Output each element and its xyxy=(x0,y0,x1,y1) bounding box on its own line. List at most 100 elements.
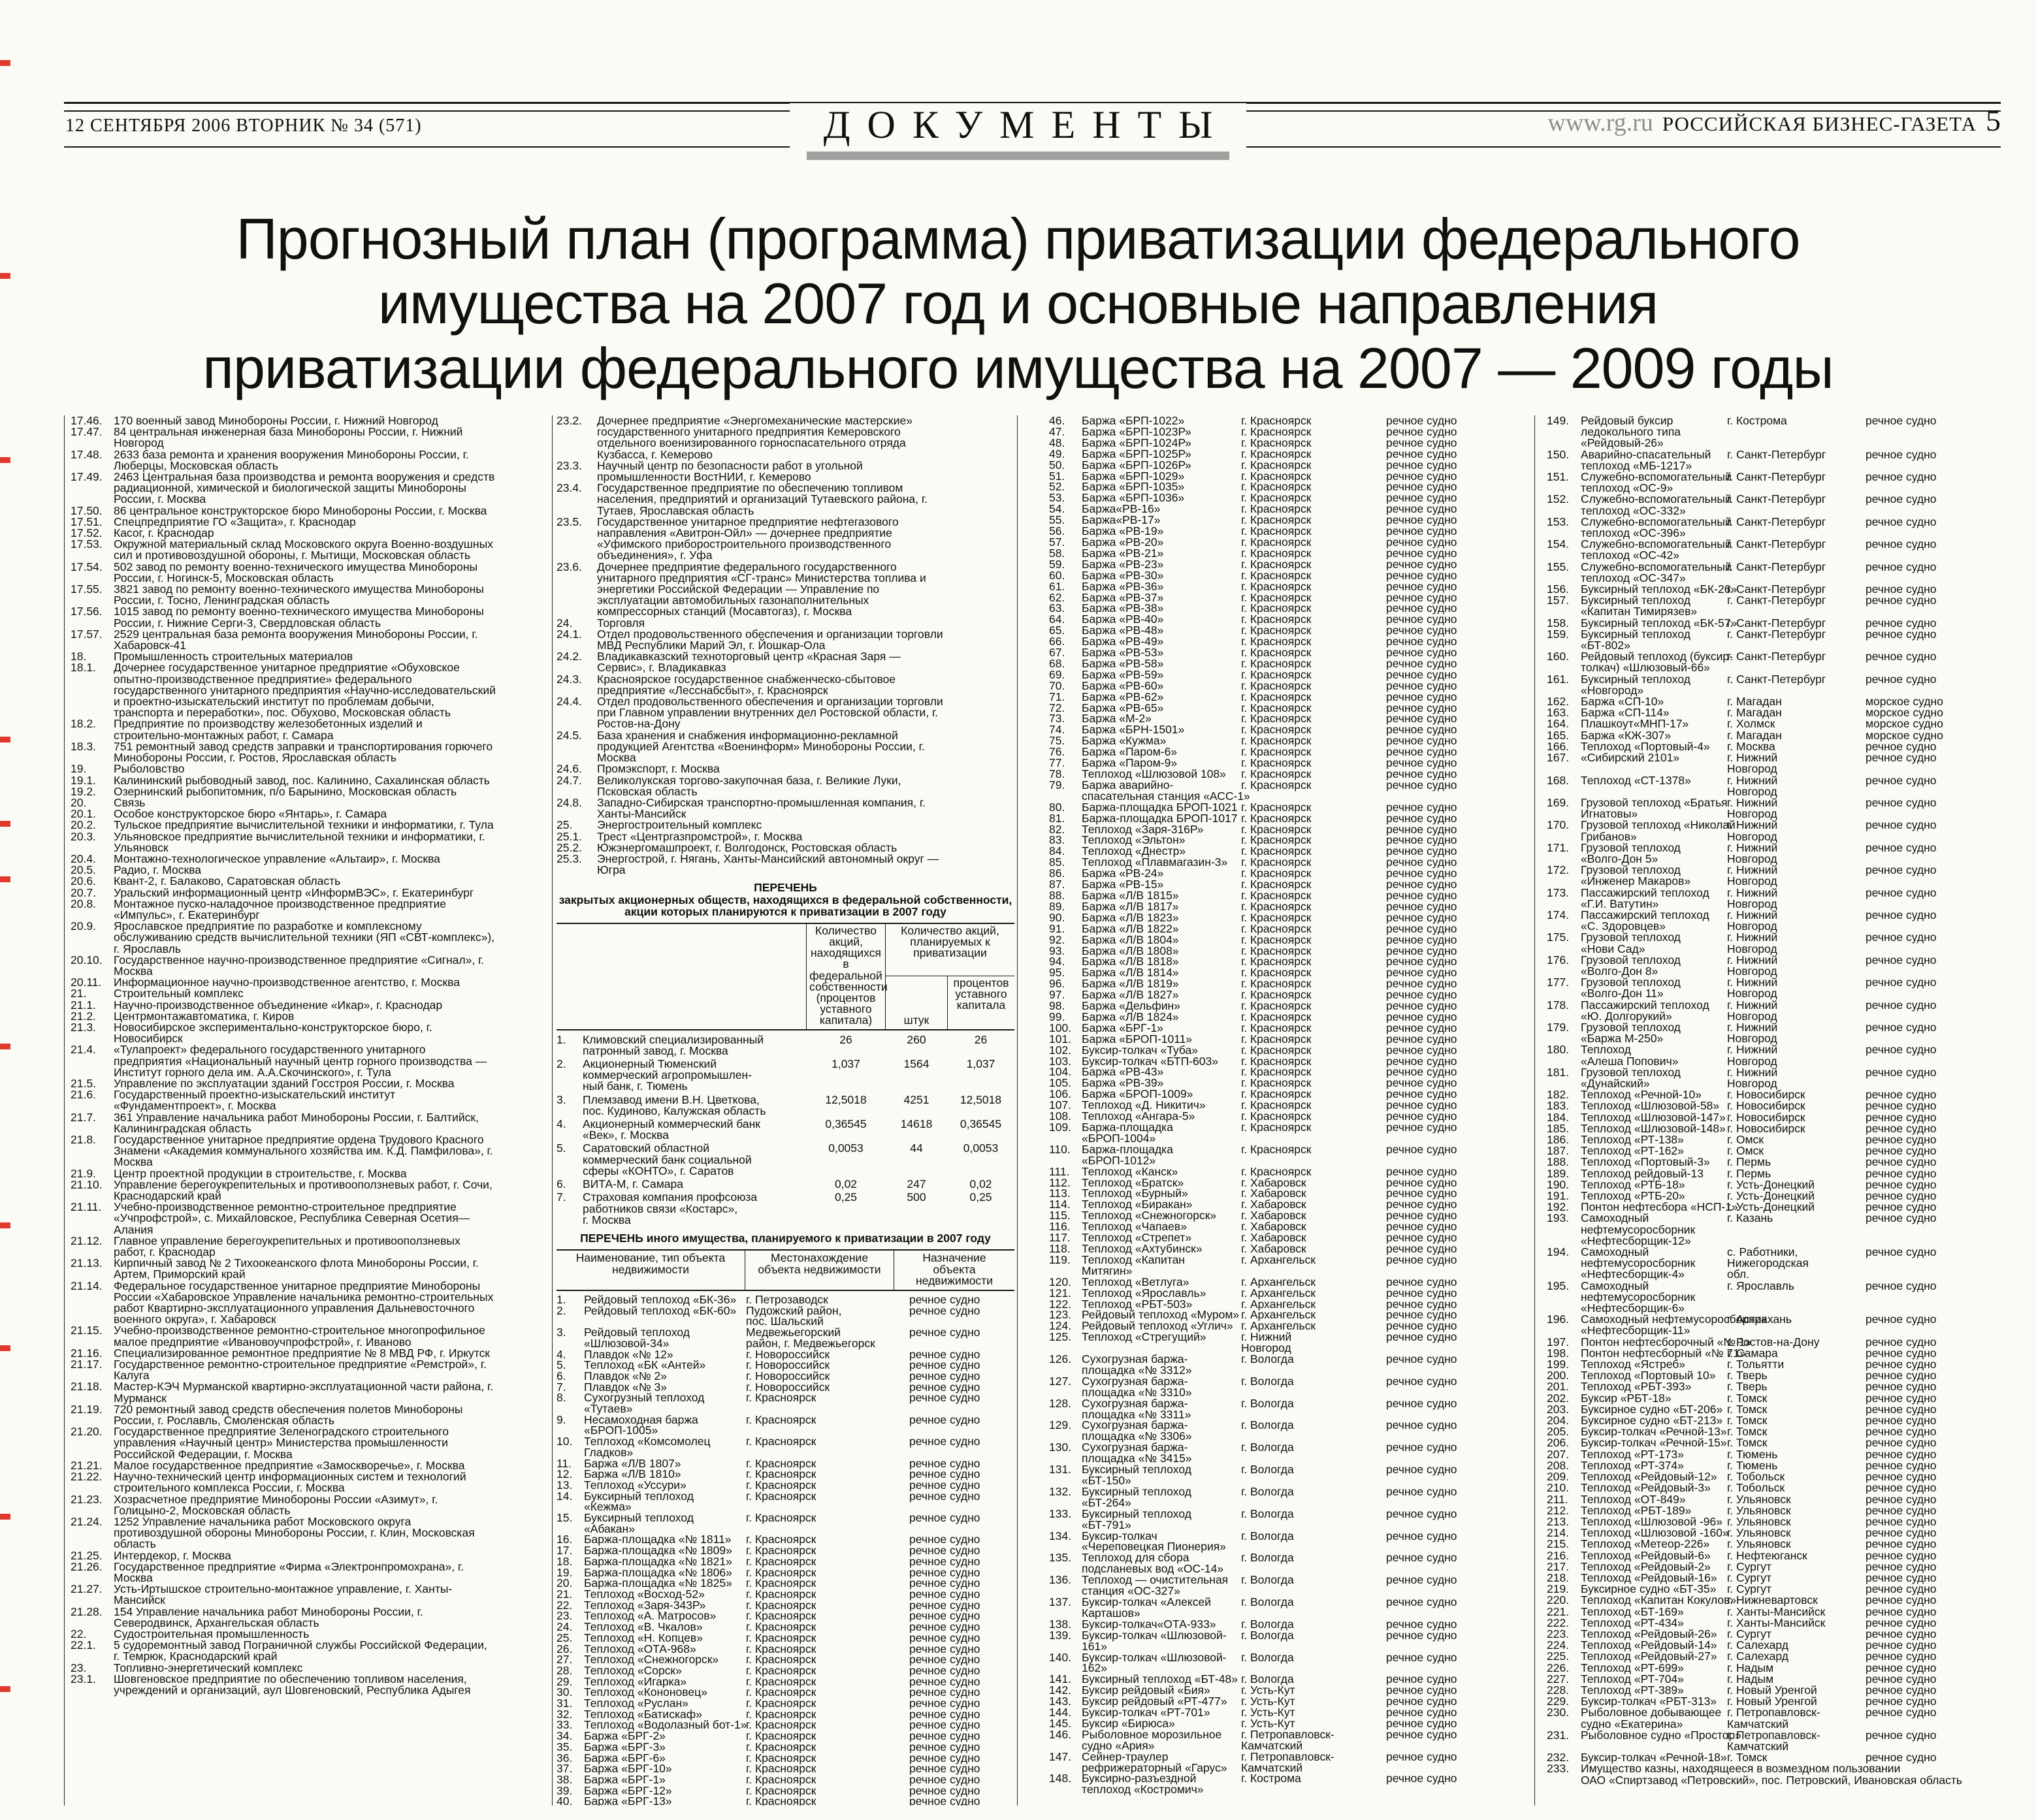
list-item: 21.1. Научно-производственное объединени… xyxy=(71,999,552,1011)
property-row: 181. Грузовой теплоход «Дунайский» г. Ни… xyxy=(1547,1065,2003,1089)
vessel-location: г. Усть-Кут xyxy=(1241,1684,1295,1697)
vessel-name: Теплоход «Стрепет» xyxy=(1082,1231,1192,1245)
vessel-name: Теплоход «Водолазный бот-1» xyxy=(584,1718,747,1732)
vessel-purpose: речное судно xyxy=(1386,535,1457,549)
item-number: 20.5. xyxy=(71,863,96,877)
row-number: 219. xyxy=(1547,1582,1570,1596)
vessel-purpose: речное судно xyxy=(1386,944,1457,957)
item-number: 21.6. xyxy=(71,1088,96,1102)
vessel-purpose: речное судно xyxy=(909,1369,980,1382)
vessel-purpose: речное судно xyxy=(1386,1727,1457,1741)
vessel-name: Теплоход «Снежногорск» xyxy=(1082,1209,1217,1222)
vessel-location: г. Красноярск xyxy=(1241,778,1312,791)
row-number: 184. xyxy=(1547,1110,1570,1124)
item-number: 18.3. xyxy=(71,739,96,753)
row-number: 14. xyxy=(557,1489,573,1503)
property-row: 79. Баржа аварийно- спасательная станция… xyxy=(1049,778,1534,802)
property-row: 148. Буксирно-разъездной теплоход «Костр… xyxy=(1049,1773,1534,1795)
vessel-location: г. Вологда xyxy=(1241,1650,1294,1664)
list-item: 21.18. Мастер-КЭЧ Мурманской квартирно-э… xyxy=(71,1381,552,1404)
property-row: 129. Сухогрузная баржа- площадка «№ 3306… xyxy=(1049,1420,1534,1442)
row-number: 11. xyxy=(557,1456,572,1470)
property-row: 96. Баржа «Л/В 1819» г. Красноярск речно… xyxy=(1049,978,1534,989)
row-number: 115. xyxy=(1049,1209,1071,1222)
property-row: 62. Баржа «РВ-37» г. Красноярск речное с… xyxy=(1049,592,1534,603)
row-number: 136. xyxy=(1049,1573,1072,1587)
row-number: 6. xyxy=(557,1369,566,1382)
vessel-location: г. Нижний Новгород xyxy=(1727,795,1778,821)
row-number: 57. xyxy=(1049,535,1065,549)
vessel-location: г. Архангельск xyxy=(1241,1286,1316,1300)
property-row: 126. Сухогрузная баржа- площадка «№ 3312… xyxy=(1049,1353,1534,1376)
vessel-name: Баржа «СП-114» xyxy=(1581,706,1670,720)
row-number: 174. xyxy=(1547,908,1570,921)
row-number: 90. xyxy=(1049,910,1065,924)
vessel-name: Теплоход «Речной-10» xyxy=(1581,1088,1702,1102)
vessel-name: Теплоход «Батискаф» xyxy=(584,1707,702,1721)
vessel-name: Теплоход «Рейдовый-3» xyxy=(1581,1481,1711,1495)
vessel-name: Служебно-вспомогательный теплоход «ОС-9» xyxy=(1581,470,1732,495)
vessel-name: Баржа «БРП-1024Р» xyxy=(1082,436,1191,449)
vessel-name: Баржа «КЖ-307» xyxy=(1581,728,1672,742)
vessel-location: г. Сургут xyxy=(1727,1559,1772,1573)
vessel-purpose: речное судно xyxy=(1386,701,1457,714)
vessel-name: Баржа «РВ-19» xyxy=(1082,524,1164,538)
vessel-location: г. Красноярск xyxy=(746,1544,816,1557)
row-number: 110. xyxy=(1049,1142,1071,1156)
row-number: 21. xyxy=(557,1588,573,1601)
property-row: 157. Буксирный теплоход «Капитан Тимиряз… xyxy=(1547,594,2003,617)
vessel-purpose: речное судно xyxy=(1866,1526,1937,1540)
item-number: 21.19. xyxy=(71,1402,103,1416)
vessel-purpose: речное судно xyxy=(1386,999,1457,1013)
item-number: 21.12. xyxy=(71,1234,103,1247)
vessel-purpose: речное судно xyxy=(1386,921,1457,935)
property-row: 210. Теплоход «Рейдовый-3» г. Тобольск р… xyxy=(1547,1482,2003,1493)
item-text: Топливно-энергетический комплекс xyxy=(114,1661,303,1674)
vessel-location: г. Нижневартовск xyxy=(1727,1593,1818,1607)
row-number: 135. xyxy=(1049,1551,1072,1565)
federal-share: 0,02 xyxy=(834,1177,858,1191)
vessel-purpose: речное судно xyxy=(1866,998,1937,1012)
row-number: 69. xyxy=(1049,667,1065,681)
vessel-name: Плавдок «№ 3» xyxy=(584,1380,667,1394)
item-text: 86 центральное конструкторское бюро Мино… xyxy=(114,503,487,517)
row-number: 224. xyxy=(1547,1638,1570,1652)
item-number: 21. xyxy=(71,987,87,1000)
item-number: 24.4. xyxy=(557,695,582,709)
vessel-name: Грузовой теплоход «Волго-Дон 11» xyxy=(1581,976,1681,1000)
vessel-name: Теплоход «В. Чкалов» xyxy=(584,1620,703,1634)
vessel-purpose: речное судно xyxy=(1386,811,1457,825)
vessel-name: Теплоход «РБТ-393» xyxy=(1581,1380,1692,1394)
company-name: Саратовский областной коммерческий банк … xyxy=(583,1141,752,1177)
property-row: 101. Баржа «БРОП-1011» г. Красноярск реч… xyxy=(1049,1033,1534,1045)
website-link[interactable]: www.rg.ru xyxy=(1547,109,1653,136)
property-row: 201. Теплоход «РБТ-393» г. Тверь речное … xyxy=(1547,1380,2003,1394)
row-number: 63. xyxy=(1049,601,1065,615)
item-number: 21.7. xyxy=(71,1110,96,1124)
vessel-name: Теплоход «Игарка» xyxy=(584,1674,687,1688)
row-number: 55. xyxy=(1049,513,1065,527)
item-text: Государственное предприятие «Фирма «Элек… xyxy=(114,1559,464,1584)
item-number: 23.2. xyxy=(557,415,582,427)
row-number: 215. xyxy=(1547,1537,1570,1551)
vessel-purpose: речное судно xyxy=(1866,1391,1937,1405)
vessel-location: г. Санкт-Петербург xyxy=(1727,627,1826,641)
row-number: 64. xyxy=(1049,613,1065,626)
vessel-name: Теплоход «Шлюзовой -96» xyxy=(1581,1514,1722,1528)
list-item: 24.5. База хранения и снабжения информац… xyxy=(557,729,1017,764)
vessel-name: Теплоход «РБТ-503» xyxy=(1082,1297,1193,1311)
vessel-purpose: речное судно xyxy=(1866,1065,1937,1079)
vessel-name: Грузовой теплоход «Нови Сад» xyxy=(1581,931,1681,955)
vessel-purpose: речное судно xyxy=(1386,1628,1457,1642)
vessel-location: г. Ульяновск xyxy=(1727,1526,1791,1540)
vessel-location: г. Красноярск xyxy=(1241,656,1312,670)
item-text: Монтажно-технологическое управление «Аль… xyxy=(114,852,440,865)
vessel-location: г. Санкт-Петербург xyxy=(1727,537,1826,551)
company-name: Акционерный коммерческий банк «Век», г. … xyxy=(583,1117,760,1142)
property-row: 187. Теплоход «РТ-162» г. Омск речное су… xyxy=(1547,1145,2003,1157)
property-row: 200. Теплоход «Портовый 10» г. Тверь реч… xyxy=(1547,1369,2003,1381)
item-number: 20. xyxy=(71,795,87,809)
vessel-purpose: речное судно xyxy=(1386,767,1457,780)
vessel-purpose: речное судно xyxy=(1386,1418,1457,1432)
property-col-purpose: Назначение объекта недвижимости xyxy=(894,1251,1014,1290)
